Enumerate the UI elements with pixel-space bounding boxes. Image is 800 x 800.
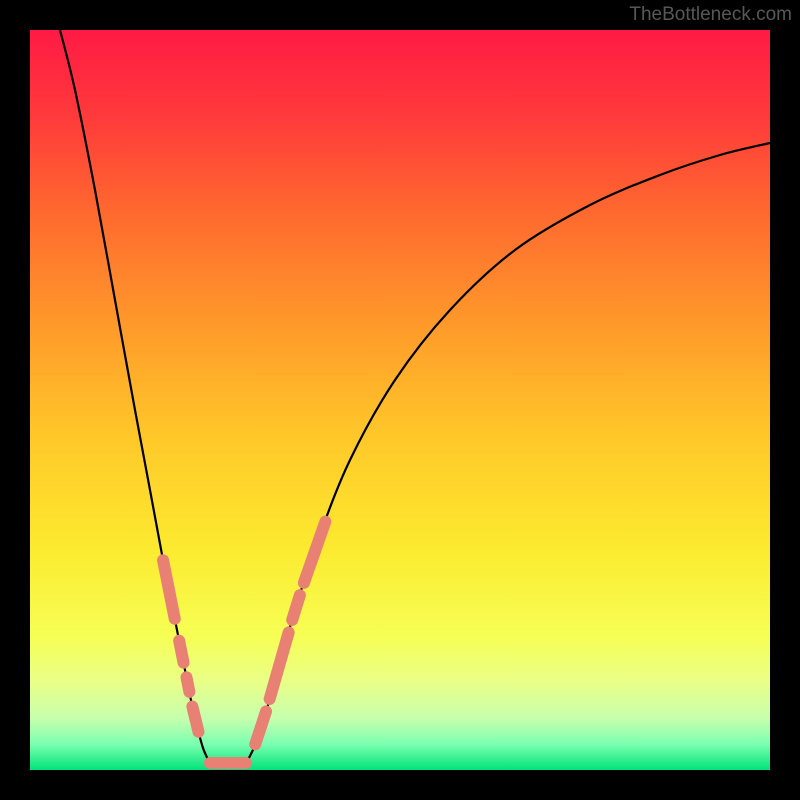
marker-capsule [186, 677, 189, 692]
marker-capsule [192, 706, 198, 731]
watermark-text: TheBottleneck.com [629, 4, 792, 26]
plot-background [30, 30, 770, 770]
marker-capsule [292, 595, 300, 620]
chart-svg [0, 0, 800, 800]
chart-container: TheBottleneck.com [0, 0, 800, 800]
marker-capsule [179, 641, 183, 663]
